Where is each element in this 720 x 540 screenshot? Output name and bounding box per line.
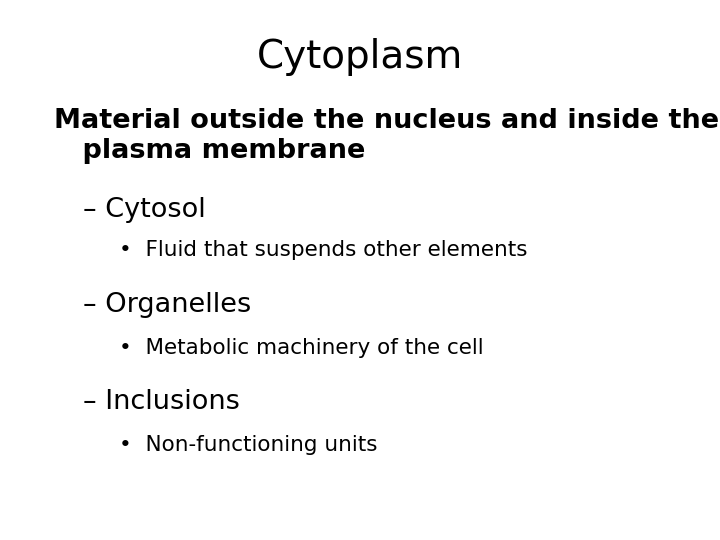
Text: – Cytosol: – Cytosol — [83, 197, 205, 223]
Text: Cytoplasm: Cytoplasm — [257, 38, 463, 76]
Text: – Inclusions: – Inclusions — [83, 389, 240, 415]
Text: •  Fluid that suspends other elements: • Fluid that suspends other elements — [119, 240, 527, 260]
Text: •  Metabolic machinery of the cell: • Metabolic machinery of the cell — [119, 338, 483, 357]
Text: Material outside the nucleus and inside the
   plasma membrane: Material outside the nucleus and inside … — [54, 108, 719, 164]
Text: – Organelles: – Organelles — [83, 292, 251, 318]
Text: •  Non-functioning units: • Non-functioning units — [119, 435, 377, 455]
